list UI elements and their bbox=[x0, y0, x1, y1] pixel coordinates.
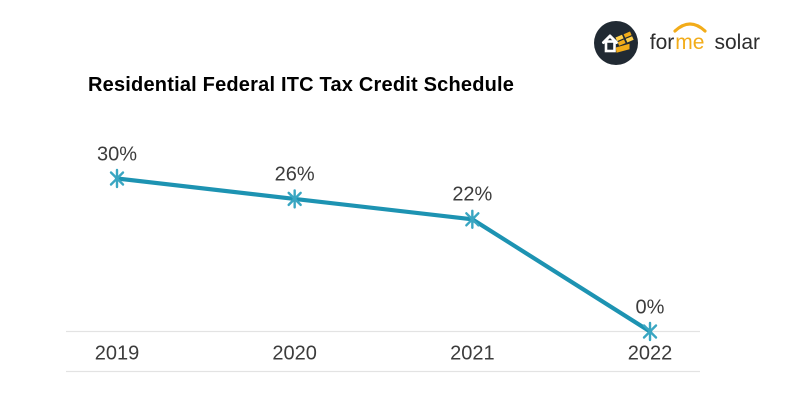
brand-text-solar: solar bbox=[714, 31, 760, 54]
data-point-marker-icon bbox=[109, 171, 125, 186]
itc-series-line bbox=[114, 176, 653, 334]
chart-title: Residential Federal ITC Tax Credit Sched… bbox=[88, 74, 515, 96]
house-with-solar-panels-icon bbox=[593, 20, 639, 66]
data-point-marker-icon bbox=[642, 324, 658, 339]
brand-text-for: for bbox=[649, 31, 675, 54]
data-point-marker-icon bbox=[465, 212, 480, 227]
data-point-marker-icon bbox=[287, 191, 302, 207]
